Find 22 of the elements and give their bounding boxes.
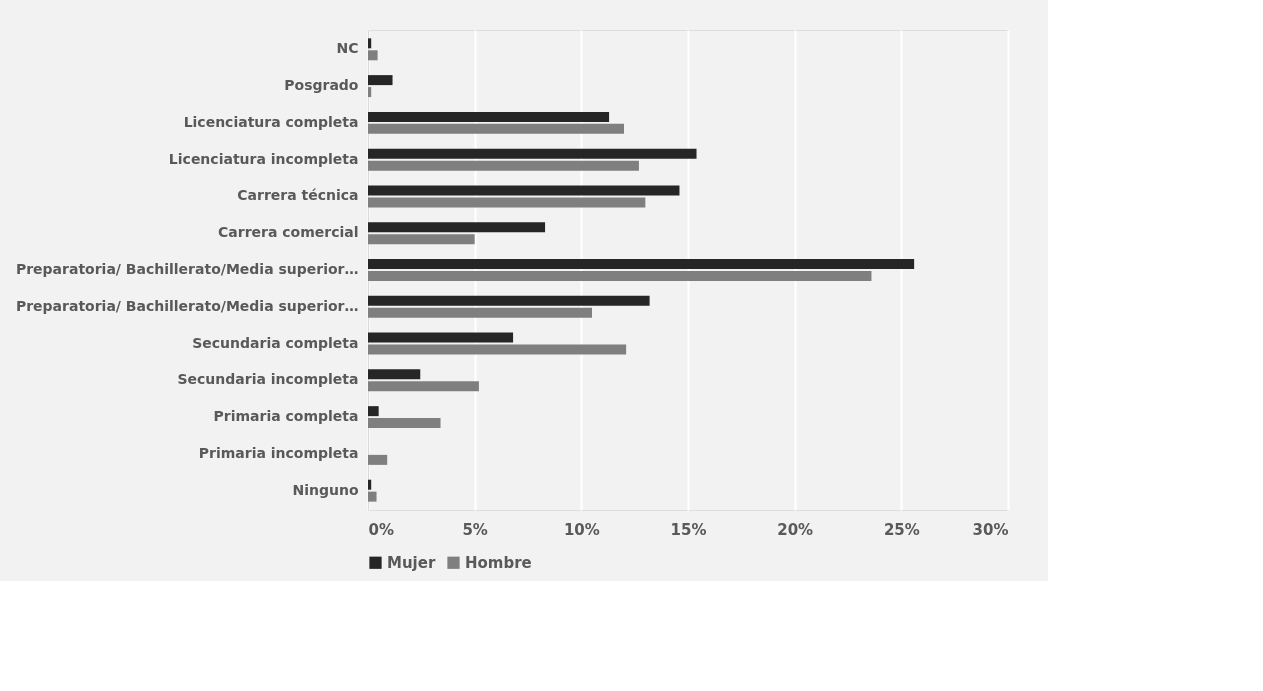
x-tick-label: 5% [462,520,488,539]
y-tick-label: Secundaria completa [192,334,359,351]
y-tick-label: Primaria incompleta [198,444,359,461]
y-tick-label: Primaria completa [213,408,359,425]
x-tick-label: 25% [883,520,920,539]
y-tick-label: Licenciatura incompleta [168,150,359,167]
y-tick-label: Secundaria incompleta [177,371,359,388]
x-tick-label: 10% [563,520,600,539]
legend-label: Mujer [387,553,436,572]
y-tick-label: Preparatoria/ Bachillerato/Media superior… [15,261,359,277]
y-tick-label: Carrera comercial [218,224,359,241]
y-tick-label: Preparatoria/ Bachillerato/Media superior… [15,297,359,314]
x-tick-label: 30% [972,520,1009,539]
x-tick-label: 20% [777,520,814,539]
y-tick-label: Posgrado [284,77,359,94]
x-tick-label: 0% [368,520,394,539]
y-tick-label: Carrera técnica [237,187,359,204]
y-tick-label: NC [336,40,359,57]
x-tick-label: 15% [670,520,707,539]
legend-label: Hombre [465,553,532,572]
y-tick-label: Ninguno [292,481,359,498]
y-tick-label: Licenciatura completa [183,113,359,130]
